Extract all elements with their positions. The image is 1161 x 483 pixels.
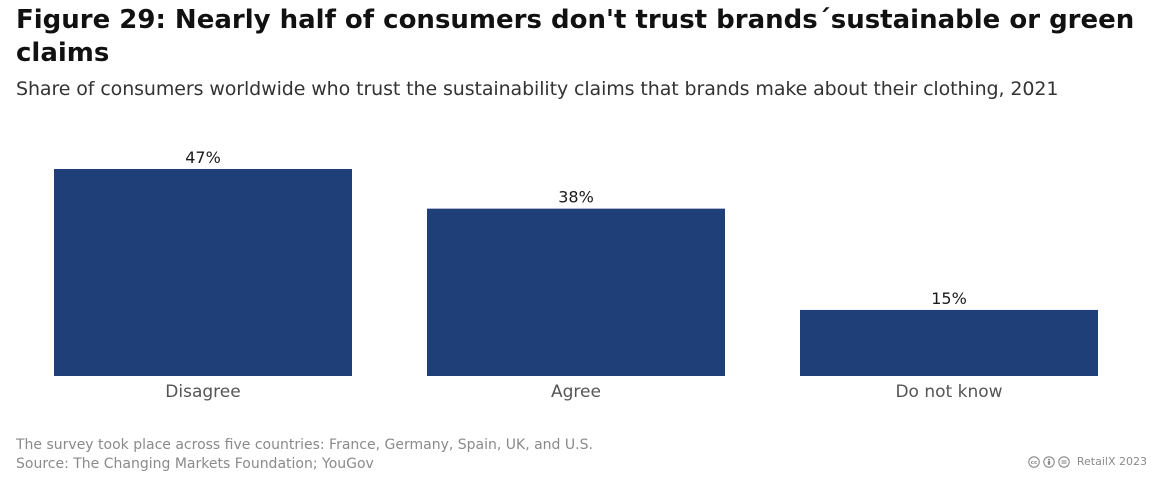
by-icon [1043,455,1055,468]
data-label: 38% [558,188,594,207]
credit-text: RetailX 2023 [1076,455,1147,468]
chart-subtitle: Share of consumers worldwide who trust t… [16,78,1059,100]
bar-do-not-know [800,309,1098,376]
footnote: The survey took place across five countr… [16,436,593,474]
chart-title: Figure 29: Nearly half of consumers don'… [16,5,1135,68]
data-label: 15% [931,289,967,308]
x-tick-label: Disagree [165,382,240,402]
svg-text:cc: cc [1031,460,1038,466]
credit: cc RetailX 2023 [1028,455,1147,468]
x-tick-label: Agree [551,382,601,402]
data-label: 47% [185,148,221,167]
nd-icon [1058,455,1070,468]
x-tick-label: Do not know [895,382,1002,402]
bar-disagree [54,169,352,376]
source-note: Source: The Changing Markets Foundation;… [16,456,374,472]
survey-note: The survey took place across five countr… [16,437,593,453]
cc-icon: cc [1028,455,1040,468]
bar-agree [427,208,725,376]
